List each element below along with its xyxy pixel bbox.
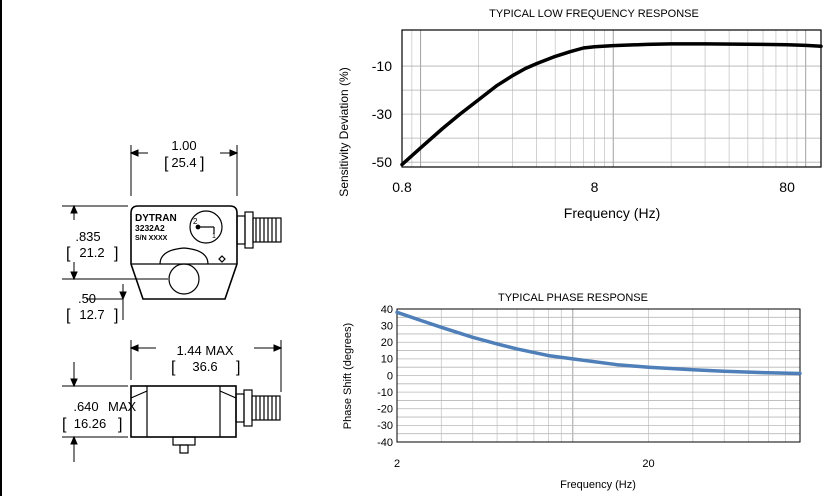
chart2-ytick-label: 30: [381, 320, 393, 332]
chart2-ytick-label: 0: [387, 370, 393, 382]
chart1-xlabel: Frequency (Hz): [564, 205, 660, 221]
svg-text:[: [: [62, 416, 67, 433]
dim-hole-inch: .50: [78, 291, 96, 306]
chart2-plot-frame: [396, 308, 801, 443]
page-border-left: [0, 0, 2, 496]
dim-thickness-inch: .640: [73, 399, 98, 414]
svg-text:[: [: [66, 245, 71, 262]
side-connector-thread: [251, 395, 281, 421]
chart1-plot-frame: [401, 29, 822, 168]
mounting-boss: [159, 247, 209, 265]
chart2-grid: [397, 309, 800, 442]
svg-text:[: [: [171, 359, 176, 376]
label-model: 3232A2: [135, 223, 165, 233]
chart2-ytick-label: 10: [381, 354, 393, 366]
chart1-series-line: [400, 42, 823, 167]
dim-length-mm: 36.6: [192, 359, 217, 374]
svg-text:]: ]: [114, 307, 118, 324]
dim-thickness-mm: 16.26: [74, 416, 107, 431]
chart2-xtick-label: 2: [394, 458, 400, 470]
chart1-xtick-label: 80: [779, 179, 795, 195]
connector-thread: [252, 217, 282, 243]
dim-width-mm: 25.4: [171, 155, 196, 170]
dim-width-inch: 1.00: [171, 138, 196, 153]
chart1-grid: [402, 30, 821, 167]
chart2-ytick-label: -20: [377, 404, 393, 416]
chart2-title: TYPICAL PHASE RESPONSE: [498, 292, 648, 304]
mounting-hole: [168, 263, 200, 295]
chart2-ylabel: Phase Shift (degrees): [342, 323, 354, 429]
chart1-xtick-label: 8: [591, 179, 599, 195]
axis-mark-b: 1: [212, 233, 216, 240]
axis-circle: [189, 210, 223, 244]
top-view-body: [130, 205, 238, 300]
chart2-xlabel: Frequency (Hz): [560, 479, 636, 491]
label-serial: S/N XXXX: [135, 235, 168, 242]
chart2-series-line: [395, 310, 802, 376]
dim-height-mm: 21.2: [79, 245, 104, 260]
chart1-ytick-label: -10: [372, 58, 392, 74]
chart1-xtick-label: 0.8: [392, 179, 412, 195]
chart2-ytick-label: 40: [381, 304, 393, 316]
chart2-ytick-label: -40: [377, 437, 393, 449]
dim-length-inch: 1.44 MAX: [176, 343, 233, 358]
diamond-mark: [218, 255, 226, 263]
chart1-ytick-label: -30: [372, 106, 392, 122]
svg-text:]: ]: [114, 245, 118, 262]
chart1-title: TYPICAL LOW FREQUENCY RESPONSE: [489, 8, 699, 20]
svg-text:[: [: [66, 307, 71, 324]
svg-text:]: ]: [236, 359, 240, 376]
bracket-open: [: [164, 155, 169, 172]
chart1-ytick-label: -50: [372, 154, 392, 170]
chart1-ylabel: Sensitivity Deviation (%): [337, 67, 351, 196]
axis-mark-a: 2: [193, 217, 198, 226]
bracket-close: ]: [200, 155, 204, 172]
svg-text:]: ]: [118, 416, 122, 433]
dim-hole-mm: 12.7: [79, 307, 104, 322]
dim-height-inch: .835: [75, 229, 100, 244]
chart2-ytick-label: -30: [377, 420, 393, 432]
dim-thickness-max: MAX: [108, 399, 137, 414]
label-brand: DYTRAN: [135, 213, 177, 224]
side-view-stud: [179, 444, 189, 454]
chart2-xtick-label: 20: [642, 458, 654, 470]
chart2-ytick-label: 20: [381, 337, 393, 349]
chart2-ytick-label: -10: [377, 387, 393, 399]
